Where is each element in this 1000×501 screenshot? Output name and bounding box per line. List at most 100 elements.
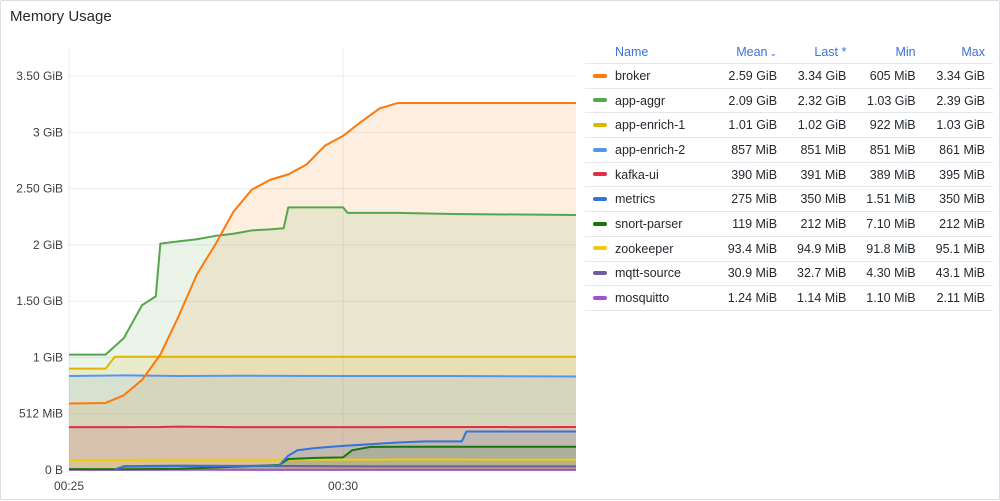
legend-value-min: 4.30 MiB <box>854 261 923 286</box>
legend-value-last: 1.14 MiB <box>785 286 854 311</box>
legend-series-name[interactable]: mqtt-source <box>585 261 716 286</box>
legend-value-min: 1.10 MiB <box>854 286 923 311</box>
y-tick-label: 3 GiB <box>33 125 63 139</box>
legend-series-name[interactable]: metrics <box>585 187 716 212</box>
legend-value-mean: 2.59 GiB <box>716 64 785 89</box>
legend-header-min[interactable]: Min <box>854 41 923 64</box>
legend-series-name[interactable]: kafka-ui <box>585 162 716 187</box>
series-color-swatch[interactable] <box>593 74 607 78</box>
y-tick-label: 512 MiB <box>19 407 63 421</box>
legend-value-last: 1.02 GiB <box>785 113 854 138</box>
legend-value-mean: 857 MiB <box>716 138 785 163</box>
legend-series-name[interactable]: snort-parser <box>585 212 716 237</box>
y-tick-label: 2.50 GiB <box>16 182 63 196</box>
legend-value-mean: 275 MiB <box>716 187 785 212</box>
legend-value-last: 851 MiB <box>785 138 854 163</box>
legend-header-name[interactable]: Name <box>585 41 716 64</box>
legend-series-label: mosquitto <box>615 291 669 305</box>
legend-value-mean: 390 MiB <box>716 162 785 187</box>
legend-value-last: 391 MiB <box>785 162 854 187</box>
x-tick-label: 00:25 <box>54 479 84 493</box>
legend-series-label: kafka-ui <box>615 168 659 182</box>
series-color-swatch[interactable] <box>593 123 607 127</box>
legend-value-max: 95.1 MiB <box>924 236 993 261</box>
y-tick-label: 1.50 GiB <box>16 294 63 308</box>
legend-value-max: 861 MiB <box>924 138 993 163</box>
legend-value-max: 1.03 GiB <box>924 113 993 138</box>
series-color-swatch[interactable] <box>593 271 607 275</box>
legend-value-last: 350 MiB <box>785 187 854 212</box>
series-color-swatch[interactable] <box>593 222 607 226</box>
legend-value-max: 43.1 MiB <box>924 261 993 286</box>
legend-value-max: 212 MiB <box>924 212 993 237</box>
y-tick-label: 1 GiB <box>33 350 63 364</box>
legend-value-max: 350 MiB <box>924 187 993 212</box>
series-line-kafka-ui[interactable] <box>69 427 576 428</box>
legend-series-name[interactable]: app-aggr <box>585 88 716 113</box>
legend-header-max[interactable]: Max <box>924 41 993 64</box>
legend-series-label: app-enrich-2 <box>615 143 685 157</box>
series-color-swatch[interactable] <box>593 246 607 250</box>
legend-value-max: 2.11 MiB <box>924 286 993 311</box>
y-tick-label: 3.50 GiB <box>16 69 63 83</box>
legend-value-min: 922 MiB <box>854 113 923 138</box>
legend-value-min: 389 MiB <box>854 162 923 187</box>
legend-value-mean: 1.01 GiB <box>716 113 785 138</box>
chevron-down-icon: ⌄ <box>770 48 778 58</box>
legend-value-min: 851 MiB <box>854 138 923 163</box>
legend-value-max: 2.39 GiB <box>924 88 993 113</box>
y-tick-label: 0 B <box>45 463 63 477</box>
legend-value-min: 1.51 MiB <box>854 187 923 212</box>
legend-series-label: app-aggr <box>615 94 665 108</box>
legend-value-min: 605 MiB <box>854 64 923 89</box>
legend-series-name[interactable]: zookeeper <box>585 236 716 261</box>
legend-series-label: app-enrich-1 <box>615 118 685 132</box>
legend-value-last: 94.9 MiB <box>785 236 854 261</box>
legend-value-min: 91.8 MiB <box>854 236 923 261</box>
legend-value-min: 1.03 GiB <box>854 88 923 113</box>
legend-series-label: snort-parser <box>615 217 682 231</box>
legend-series-label: zookeeper <box>615 242 673 256</box>
legend-value-last: 2.32 GiB <box>785 88 854 113</box>
series-color-swatch[interactable] <box>593 172 607 176</box>
series-color-swatch[interactable] <box>593 197 607 201</box>
legend-value-mean: 119 MiB <box>716 212 785 237</box>
legend-value-max: 3.34 GiB <box>924 64 993 89</box>
legend-table: Name Mean⌄ Last * Min Max broker 2.59 GiB… <box>585 41 993 311</box>
legend-series-label: metrics <box>615 192 655 206</box>
legend-series-name[interactable]: broker <box>585 64 716 89</box>
series-color-swatch[interactable] <box>593 148 607 152</box>
legend-series-name[interactable]: app-enrich-1 <box>585 113 716 138</box>
legend-header-mean-label: Mean <box>736 45 767 59</box>
series-color-swatch[interactable] <box>593 98 607 102</box>
series-color-swatch[interactable] <box>593 296 607 300</box>
legend-header-row: Name Mean⌄ Last * Min Max <box>585 41 993 64</box>
legend-value-min: 7.10 MiB <box>854 212 923 237</box>
legend-value-max: 395 MiB <box>924 162 993 187</box>
legend-value-mean: 2.09 GiB <box>716 88 785 113</box>
legend-value-last: 32.7 MiB <box>785 261 854 286</box>
legend-header-mean[interactable]: Mean⌄ <box>716 41 785 64</box>
time-series-chart[interactable]: 0 B 512 MiB 1 GiB 1.50 GiB 2 GiB 2.50 GiB 3 Gi… <box>1 1 581 501</box>
x-tick-label: 00:30 <box>328 479 358 493</box>
legend-value-last: 212 MiB <box>785 212 854 237</box>
legend-series-name[interactable]: app-enrich-2 <box>585 138 716 163</box>
legend-value-last: 3.34 GiB <box>785 64 854 89</box>
y-tick-label: 2 GiB <box>33 238 63 252</box>
legend-value-mean: 1.24 MiB <box>716 286 785 311</box>
legend-series-label: broker <box>615 69 650 83</box>
legend-series-name[interactable]: mosquitto <box>585 286 716 311</box>
legend-header-last[interactable]: Last * <box>785 41 854 64</box>
